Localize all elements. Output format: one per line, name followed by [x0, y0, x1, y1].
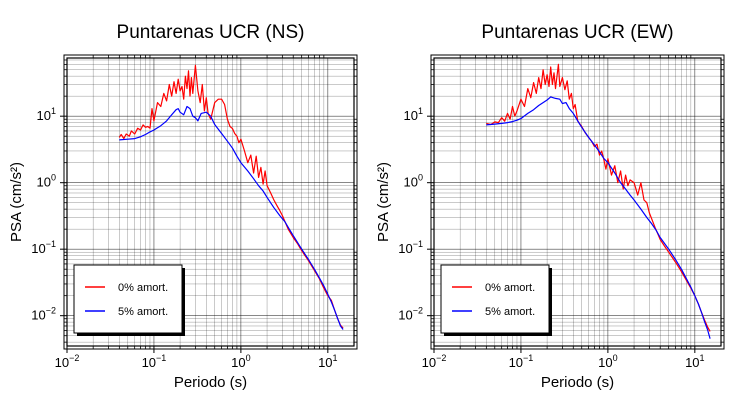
x-tick-label: 10−1: [142, 353, 167, 370]
chart-title: Puntarenas UCR (EW): [481, 22, 673, 43]
series-group: [486, 63, 711, 339]
y-tick-label: 10−1: [398, 239, 423, 256]
x-tick-label: 10−2: [422, 353, 447, 370]
y-tick-label: 10−1: [31, 239, 56, 256]
x-tick-label: 10−2: [55, 353, 80, 370]
plot-frame: [433, 57, 722, 347]
x-tick-label: 101: [685, 353, 704, 370]
legend-label: 0% amort.: [118, 282, 168, 294]
legend: 0% amort. 5% amort.: [440, 264, 552, 336]
x-tick-label: 101: [318, 353, 337, 370]
legend-box: [440, 264, 550, 334]
chart-panel-0: Puntarenas UCR (NS) 10−2 10−1 100 101 10−2 10−…: [8, 22, 358, 391]
plot-frame: [66, 57, 355, 347]
legend-box: [73, 264, 183, 334]
legend-label: 5% amort.: [118, 306, 168, 318]
series-line-blue: [486, 96, 711, 339]
chart-title: Puntarenas UCR (NS): [117, 22, 305, 43]
y-tick-label: 101: [404, 106, 423, 123]
y-tick-label: 10−2: [31, 306, 56, 323]
chart-panel-1: Puntarenas UCR (EW) 10−2 10−1 100 101 10−2 10−…: [375, 22, 725, 391]
series-group: [118, 64, 344, 330]
y-tick-label: 100: [37, 173, 56, 190]
x-tick-label: 100: [231, 353, 250, 370]
y-tick-label: 101: [37, 106, 56, 123]
outer-frame: [63, 54, 358, 350]
legend-label: 5% amort.: [485, 306, 535, 318]
x-tick-label: 10−1: [509, 353, 534, 370]
x-tick-label: 100: [598, 353, 617, 370]
y-axis-label: PSA (cm/s²): [375, 162, 392, 242]
x-axis-label: Periodo (s): [541, 374, 614, 391]
y-tick-label: 10−2: [398, 306, 423, 323]
y-tick-label: 100: [404, 173, 423, 190]
y-axis-label: PSA (cm/s²): [8, 162, 25, 242]
legend: 0% amort. 5% amort.: [73, 264, 185, 336]
x-axis-label: Periodo (s): [174, 374, 247, 391]
series-line-blue: [119, 105, 344, 330]
outer-frame: [430, 54, 725, 350]
legend-label: 0% amort.: [485, 282, 535, 294]
